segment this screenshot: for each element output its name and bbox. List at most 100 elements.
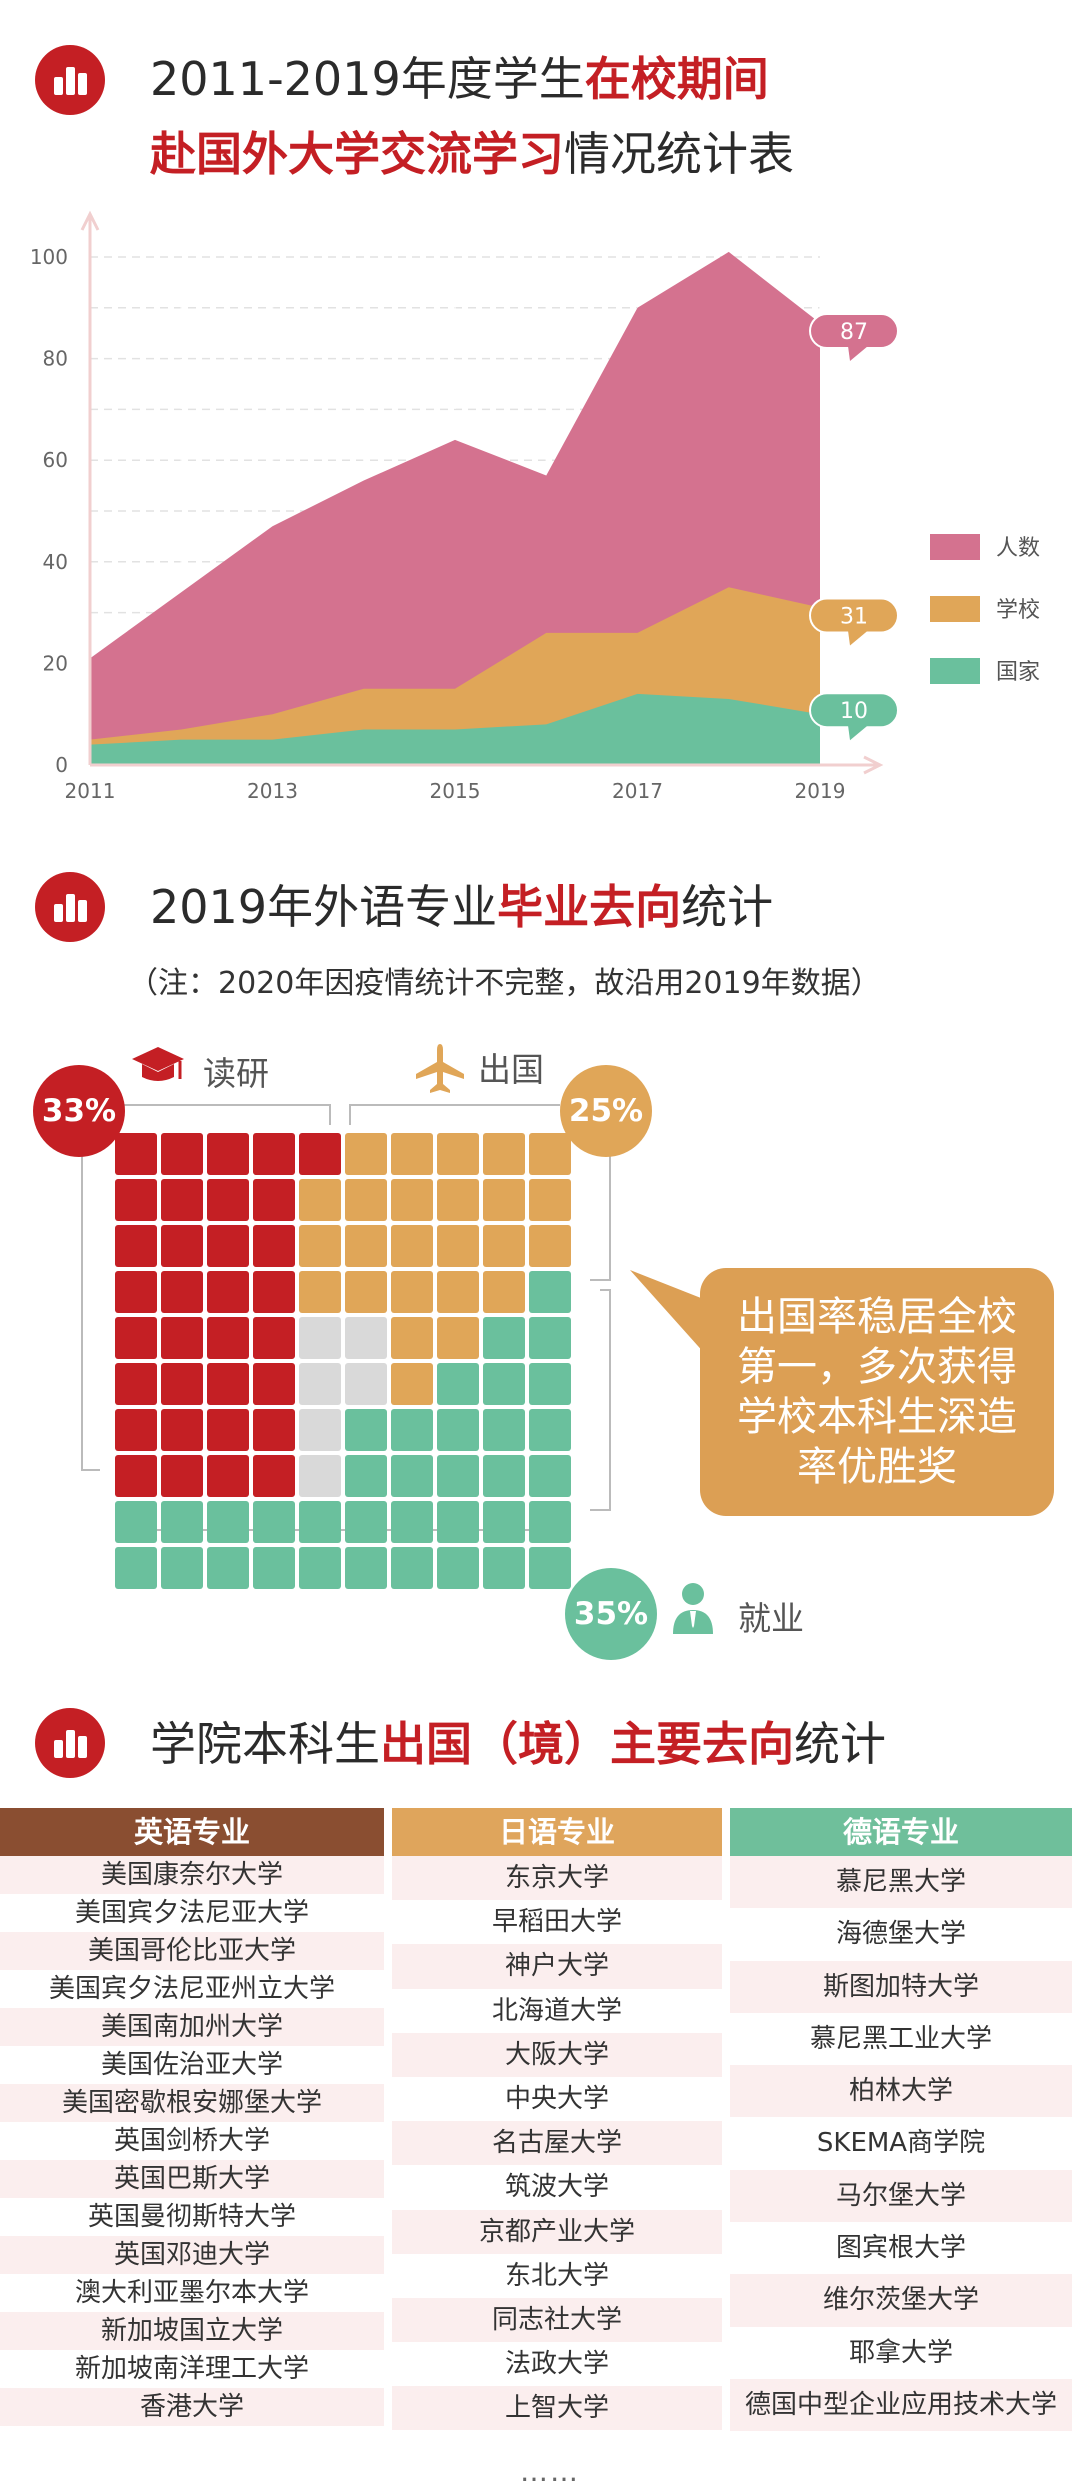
waffle-cell: [483, 1225, 525, 1267]
waffle-cell: [437, 1225, 479, 1267]
waffle-cell: [115, 1317, 157, 1359]
destination-item: 名古屋大学: [392, 2121, 722, 2166]
waffle-cell: [299, 1133, 341, 1175]
waffle-cell: [391, 1363, 433, 1405]
destination-item: 东北大学: [392, 2253, 722, 2298]
abroad-percent-badge: 25%: [560, 1065, 652, 1157]
waffle-cell: [437, 1133, 479, 1175]
waffle-cell: [529, 1317, 571, 1359]
callout-text: 出国率稳居全校第一，多次获得学校本科生深造率优胜奖: [737, 1294, 1017, 1490]
job-label: 就业: [738, 1599, 804, 1638]
destination-item: 马尔堡大学: [730, 2169, 1072, 2223]
waffle-cell: [253, 1317, 295, 1359]
legend-swatch: [930, 534, 980, 560]
waffle-cell: [161, 1225, 203, 1267]
waffle-cell: [345, 1455, 387, 1497]
english-header: 英语专业: [0, 1808, 384, 1856]
y-tick-label: 80: [43, 347, 68, 371]
waffle-cell: [529, 1225, 571, 1267]
legend-label: 人数: [996, 536, 1040, 561]
waffle-cell: [345, 1363, 387, 1405]
waffle-cell: [207, 1179, 249, 1221]
waffle-cell: [345, 1501, 387, 1543]
destination-item: 新加坡南洋理工大学: [0, 2350, 384, 2388]
waffle-cell: [391, 1133, 433, 1175]
waffle-cell: [253, 1225, 295, 1267]
destination-item: 英国剑桥大学: [0, 2122, 384, 2160]
x-tick-label: 2017: [612, 779, 663, 803]
waffle-cell: [299, 1363, 341, 1405]
destination-item: 美国密歇根安娜堡大学: [0, 2084, 384, 2122]
abroad-label: 出国: [478, 1050, 544, 1089]
waffle-cell: [345, 1409, 387, 1451]
section3-title: 学院本科生出国（境）主要去向统计: [150, 1717, 886, 1771]
waffle-cell: [299, 1547, 341, 1589]
destination-item: 慕尼黑大学: [730, 1856, 1072, 1909]
waffle-cell: [391, 1271, 433, 1313]
waffle-cell: [391, 1317, 433, 1359]
waffle-cell: [483, 1271, 525, 1313]
waffle-cell: [207, 1225, 249, 1267]
grad-percent-badge: 33%: [33, 1065, 125, 1157]
destination-item: 耶拿大学: [730, 2326, 1072, 2379]
destination-item: 澳大利亚墨尔本大学: [0, 2274, 384, 2312]
waffle-cell: [299, 1179, 341, 1221]
waffle-cell: [253, 1547, 295, 1589]
section2-note: （注：2020年因疫情统计不完整，故沿用2019年数据）: [128, 966, 881, 1001]
area-series-2: [90, 693, 820, 765]
waffle-cell: [115, 1133, 157, 1175]
destination-item: 柏林大学: [730, 2065, 1072, 2118]
waffle-cell: [115, 1501, 157, 1543]
abroad-percent: 25%: [568, 1093, 644, 1129]
waffle-cell: [115, 1547, 157, 1589]
waffle-cell: [437, 1363, 479, 1405]
waffle-cell: [161, 1179, 203, 1221]
destination-item: 斯图加特大学: [730, 1960, 1072, 2013]
waffle-grid: [115, 1133, 575, 1589]
waffle-cell: [529, 1271, 571, 1313]
x-tick-label: 2011: [65, 779, 116, 803]
legend-label: 学校: [996, 598, 1040, 623]
destination-item: SKEMA商学院: [730, 2117, 1072, 2170]
waffle-cell: [161, 1547, 203, 1589]
end-value-label: 10: [840, 699, 868, 724]
destination-item: 筑波大学: [392, 2165, 722, 2210]
destination-item: 慕尼黑工业大学: [730, 2012, 1072, 2066]
waffle-cell: [115, 1455, 157, 1497]
destination-item: 神户大学: [392, 1944, 722, 1989]
waffle-cell: [529, 1547, 571, 1589]
waffle-cell: [161, 1455, 203, 1497]
waffle-cell: [345, 1547, 387, 1589]
waffle-cell: [437, 1271, 479, 1313]
waffle-cell: [207, 1271, 249, 1313]
waffle-cell: [299, 1501, 341, 1543]
german-column: 德语专业 慕尼黑大学 海德堡大学 斯图加特大学 慕尼黑工业大学 柏林大学 SKEMA商学院…: [730, 1808, 1072, 2432]
destination-item: 上智大学: [392, 2386, 722, 2431]
destination-item: 美国佐治亚大学: [0, 2046, 384, 2084]
destination-item: 美国康奈尔大学: [0, 1856, 384, 1894]
bar-chart-icon: [35, 872, 105, 942]
waffle-cell: [161, 1501, 203, 1543]
y-tick-label: 20: [43, 651, 68, 675]
waffle-cell: [299, 1225, 341, 1267]
german-list: 慕尼黑大学 海德堡大学 斯图加特大学 慕尼黑工业大学 柏林大学 SKEMA商学院 马尔堡大学…: [730, 1856, 1072, 2432]
destination-item: 美国哥伦比亚大学: [0, 1932, 384, 1970]
waffle-cell: [161, 1133, 203, 1175]
waffle-cell: [529, 1501, 571, 1543]
japanese-column: 日语专业 东京大学 早稻田大学 神户大学 北海道大学 大阪大学 中央大学 名古屋大学 筑波大学…: [392, 1808, 722, 2431]
waffle-cell: [345, 1317, 387, 1359]
waffle-cell: [437, 1409, 479, 1451]
callout-bubble: 出国率稳居全校第一，多次获得学校本科生深造率优胜奖: [700, 1268, 1054, 1516]
waffle-cell: [253, 1409, 295, 1451]
destination-item: 英国邓迪大学: [0, 2236, 384, 2274]
destination-item: 中央大学: [392, 2076, 722, 2122]
x-tick-label: 2013: [247, 779, 298, 803]
waffle-cell: [437, 1179, 479, 1221]
waffle-cell: [161, 1271, 203, 1313]
waffle-cell: [391, 1547, 433, 1589]
x-tick-label: 2015: [430, 779, 481, 803]
destination-item: 大阪大学: [392, 2032, 722, 2077]
end-value-label: 87: [840, 320, 868, 345]
destination-item: 图宾根大学: [730, 2222, 1072, 2275]
